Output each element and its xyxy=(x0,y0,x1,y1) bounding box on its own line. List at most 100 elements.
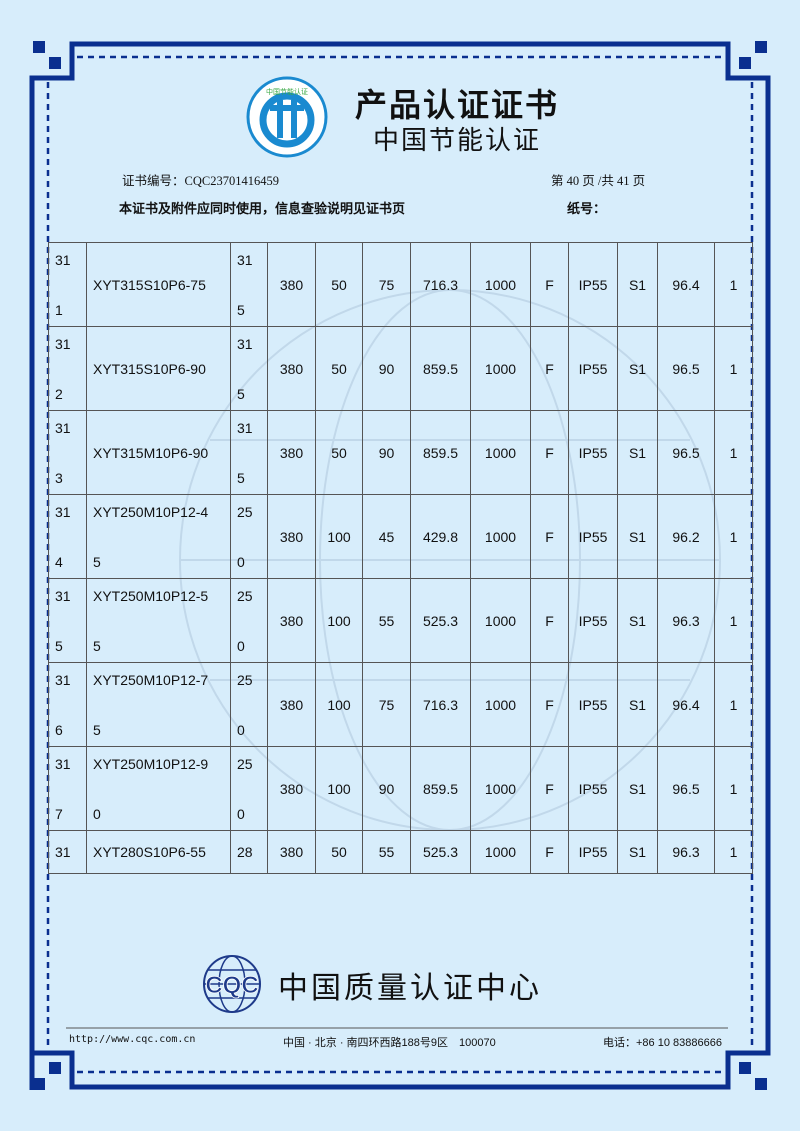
cell-value: 1000 xyxy=(470,578,531,663)
no-part: 6 xyxy=(55,721,63,738)
cell-value: 380 xyxy=(267,410,316,495)
cell-value: 96.5 xyxy=(657,746,715,831)
cell-value: IP55 xyxy=(568,662,618,747)
cell-value: S1 xyxy=(617,662,658,747)
cell-value: 859.5 xyxy=(410,746,471,831)
no-part: 31 xyxy=(55,587,71,604)
cell-no: 31 3 xyxy=(48,410,87,495)
cell-no: 31 7 xyxy=(48,746,87,831)
table-row: 31 2 XYT315S10P6-90 31 5 380 50 90 859.5 1000 F IP5… xyxy=(48,326,753,411)
frame-part: 25 xyxy=(237,587,253,604)
frame-part: 31 xyxy=(237,251,253,268)
notice-text: 本证书及附件应同时使用，信息查验说明见证书页 xyxy=(119,202,406,217)
cell-frame: 25 0 xyxy=(230,746,268,831)
no-part: 1 xyxy=(55,301,63,318)
cell-value: 716.3 xyxy=(410,662,471,747)
cell-value: 50 xyxy=(315,410,363,495)
table-row: 31 6 XYT250M10P12-7 5 25 0 380 100 75 716.3 1000 F I… xyxy=(48,662,753,747)
cell-value: 90 xyxy=(362,410,411,495)
cell-value: F xyxy=(530,410,569,495)
cell-frame: 31 5 xyxy=(230,326,268,411)
frame-part: 25 xyxy=(237,755,253,772)
cell-value: S1 xyxy=(617,242,658,327)
cqc-logo: CQC xyxy=(203,955,261,1013)
cell-value: 75 xyxy=(362,662,411,747)
cell-value: 859.5 xyxy=(410,326,471,411)
cell-value: 525.3 xyxy=(410,830,471,874)
cell-value: IP55 xyxy=(568,410,618,495)
cell-no: 31 5 xyxy=(48,578,87,663)
cell-value: 1 xyxy=(714,410,753,495)
cell-value: 50 xyxy=(315,326,363,411)
cell-value: 380 xyxy=(267,578,316,663)
cell-value: 1 xyxy=(714,494,753,579)
cell-value: 380 xyxy=(267,326,316,411)
cell-value: 1000 xyxy=(470,494,531,579)
cell-no: 31 2 xyxy=(48,326,87,411)
cell-value: 1000 xyxy=(470,326,531,411)
cell-value: 96.4 xyxy=(657,242,715,327)
cell-model: XYT250M10P12-5 5 xyxy=(86,578,231,663)
cell-frame: 28 xyxy=(230,830,268,874)
model-part: XYT250M10P12-5 xyxy=(93,587,209,604)
cell-model: XYT315S10P6-90 xyxy=(86,326,231,411)
cell-no: 31 xyxy=(48,830,87,874)
frame-part: 0 xyxy=(237,721,245,738)
cell-value: 1000 xyxy=(470,662,531,747)
cell-value: 96.5 xyxy=(657,410,715,495)
cell-value: 380 xyxy=(267,746,316,831)
cell-frame: 31 5 xyxy=(230,242,268,327)
frame-part: 0 xyxy=(237,553,245,570)
table-row: 31 4 XYT250M10P12-4 5 25 0 380 100 45 429.8 1000 F I… xyxy=(48,494,753,579)
cell-frame: 25 0 xyxy=(230,494,268,579)
model-part: 5 xyxy=(93,721,101,738)
website-link[interactable]: http://www.cqc.com.cn xyxy=(69,1034,196,1045)
model-part: 5 xyxy=(93,553,101,570)
cell-value: 1 xyxy=(714,578,753,663)
table-row: 31 1 XYT315S10P6-75 31 5 380 50 75 716.3 1000 F IP5… xyxy=(48,242,753,327)
frame-part: 5 xyxy=(237,469,245,486)
frame-part: 5 xyxy=(237,385,245,402)
cell-value: S1 xyxy=(617,578,658,663)
cell-value: 380 xyxy=(267,242,316,327)
cell-value: 1000 xyxy=(470,410,531,495)
no-part: 31 xyxy=(55,335,71,352)
frame-part: 0 xyxy=(237,637,245,654)
cert-number-label: 证书编号： xyxy=(122,174,185,188)
cell-value: IP55 xyxy=(568,494,618,579)
phone: 电话：+86 10 83886666 xyxy=(603,1037,722,1049)
no-part: 4 xyxy=(55,553,63,570)
svg-text:CQC: CQC xyxy=(205,972,258,999)
model-part: XYT250M10P12-7 xyxy=(93,671,209,688)
cell-value: 100 xyxy=(315,746,363,831)
cell-value: 429.8 xyxy=(410,494,471,579)
cert-number-value: CQC23701416459 xyxy=(184,174,279,188)
cell-value: 96.2 xyxy=(657,494,715,579)
cell-value: 100 xyxy=(315,494,363,579)
frame-part: 31 xyxy=(237,335,253,352)
cell-value: 1 xyxy=(714,830,753,874)
cell-value: 1 xyxy=(714,662,753,747)
model-part: 0 xyxy=(93,805,101,822)
frame-part: 0 xyxy=(237,805,245,822)
table-row: 31 XYT280S10P6-55 28 380 50 55 525.3 1000 F IP55 S… xyxy=(48,830,753,874)
cell-value: 75 xyxy=(362,242,411,327)
cell-value: 55 xyxy=(362,830,411,874)
cell-no: 31 4 xyxy=(48,494,87,579)
cell-value: 1 xyxy=(714,242,753,327)
frame-part: 5 xyxy=(237,301,245,318)
cell-value: 96.3 xyxy=(657,578,715,663)
cell-value: 45 xyxy=(362,494,411,579)
cell-value: 716.3 xyxy=(410,242,471,327)
no-part: 31 xyxy=(55,503,71,520)
address: 中国 · 北京 · 南四环西路188号9区 100070 xyxy=(283,1037,496,1049)
cell-value: S1 xyxy=(617,326,658,411)
certificate-title: 产品认证证书 xyxy=(355,86,560,124)
cell-value: 525.3 xyxy=(410,578,471,663)
certificate-subtitle: 中国节能认证 xyxy=(373,126,542,156)
no-part: 31 xyxy=(55,671,71,688)
cell-value: 1 xyxy=(714,746,753,831)
no-part: 3 xyxy=(55,469,63,486)
cell-value: 1 xyxy=(714,326,753,411)
